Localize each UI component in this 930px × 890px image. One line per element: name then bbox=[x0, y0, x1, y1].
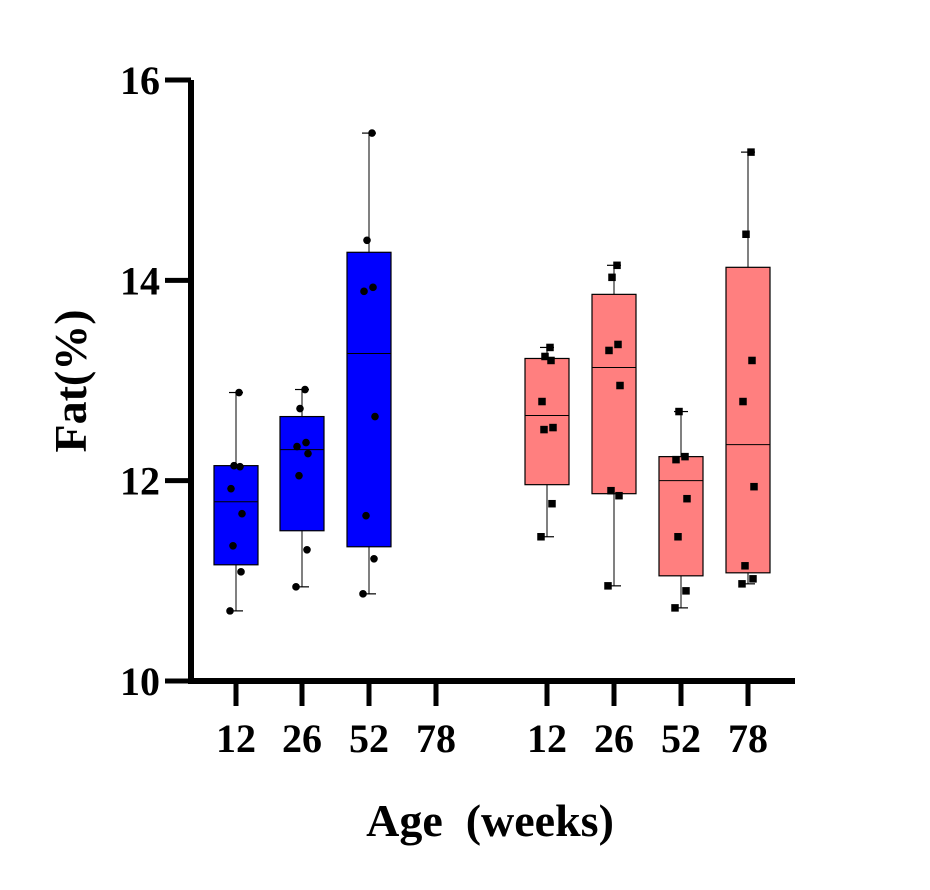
data-point bbox=[227, 484, 235, 493]
data-point bbox=[363, 236, 371, 245]
data-point bbox=[682, 587, 690, 595]
data-point bbox=[613, 261, 621, 270]
plot-marks bbox=[213, 129, 771, 615]
data-point bbox=[548, 499, 556, 508]
data-point bbox=[738, 580, 746, 588]
box bbox=[725, 266, 771, 574]
box bbox=[524, 357, 570, 486]
y-tick-label: 12 bbox=[120, 459, 160, 504]
data-point bbox=[615, 491, 623, 500]
box-group-1-week-12 bbox=[213, 388, 259, 615]
data-point bbox=[683, 494, 691, 503]
data-point bbox=[749, 575, 757, 583]
box-group-1-week-52 bbox=[346, 129, 392, 598]
data-point bbox=[370, 554, 378, 563]
data-point bbox=[608, 273, 616, 282]
data-point bbox=[671, 604, 679, 612]
box-group-1-week-26 bbox=[279, 385, 325, 591]
data-point bbox=[747, 148, 755, 156]
y-tick-label: 10 bbox=[120, 659, 160, 704]
data-point bbox=[237, 568, 245, 576]
data-point bbox=[616, 381, 624, 390]
data-point bbox=[301, 385, 309, 394]
x-tick-label: 12 bbox=[216, 716, 256, 761]
data-point bbox=[675, 407, 683, 416]
y-tick-label: 14 bbox=[120, 258, 160, 303]
x-tick-label: 78 bbox=[416, 716, 456, 761]
x-tick-label: 26 bbox=[282, 716, 322, 761]
data-point bbox=[540, 425, 548, 434]
data-point bbox=[672, 455, 680, 464]
data-point bbox=[537, 533, 545, 541]
data-point bbox=[369, 283, 377, 292]
data-point bbox=[614, 340, 622, 349]
data-point bbox=[360, 287, 368, 296]
data-point bbox=[748, 356, 756, 365]
x-axis-ticks: 12 26 52 78 12 26 52 78 bbox=[216, 681, 768, 761]
data-point bbox=[546, 343, 554, 352]
y-axis-title: Fat(%) bbox=[45, 309, 96, 452]
data-point bbox=[605, 346, 613, 355]
x-tick-label: 12 bbox=[527, 716, 567, 761]
data-point bbox=[359, 590, 367, 598]
data-point bbox=[362, 511, 370, 520]
box-group-2-week-12 bbox=[524, 343, 570, 541]
x-axis-title: Age (weeks) bbox=[366, 795, 614, 846]
data-point bbox=[302, 438, 310, 447]
data-point bbox=[230, 461, 238, 470]
data-point bbox=[296, 404, 304, 413]
box bbox=[213, 465, 259, 566]
box bbox=[346, 251, 392, 548]
data-point bbox=[303, 545, 311, 554]
data-point bbox=[293, 442, 301, 451]
x-tick-label: 78 bbox=[728, 716, 768, 761]
box bbox=[658, 456, 704, 577]
x-tick-label: 26 bbox=[594, 716, 634, 761]
data-point bbox=[541, 352, 549, 361]
data-point bbox=[681, 452, 689, 461]
data-point bbox=[236, 462, 244, 471]
data-point bbox=[750, 482, 758, 491]
data-point bbox=[739, 397, 747, 406]
box-group-2-week-52 bbox=[658, 407, 704, 612]
box-group-2-week-78 bbox=[725, 148, 771, 588]
data-point bbox=[226, 607, 234, 615]
data-point bbox=[229, 541, 237, 550]
data-point bbox=[538, 397, 546, 406]
y-axis-ticks: 10 12 14 16 bbox=[120, 58, 191, 704]
data-point bbox=[607, 486, 615, 495]
y-tick-label: 16 bbox=[120, 58, 160, 103]
data-point bbox=[292, 583, 300, 591]
data-point bbox=[604, 582, 612, 590]
axes bbox=[188, 80, 795, 684]
data-point bbox=[368, 129, 376, 137]
data-point bbox=[295, 471, 303, 480]
data-point bbox=[371, 412, 379, 421]
data-point bbox=[742, 230, 750, 239]
data-point bbox=[741, 562, 749, 570]
box bbox=[591, 293, 637, 495]
data-point bbox=[235, 388, 243, 397]
data-point bbox=[238, 509, 246, 518]
data-point bbox=[547, 356, 555, 365]
data-point bbox=[304, 449, 312, 458]
x-tick-label: 52 bbox=[661, 716, 701, 761]
data-point bbox=[674, 533, 682, 541]
data-point bbox=[549, 423, 557, 432]
x-tick-label: 52 bbox=[349, 716, 389, 761]
box-group-2-week-26 bbox=[591, 261, 637, 590]
